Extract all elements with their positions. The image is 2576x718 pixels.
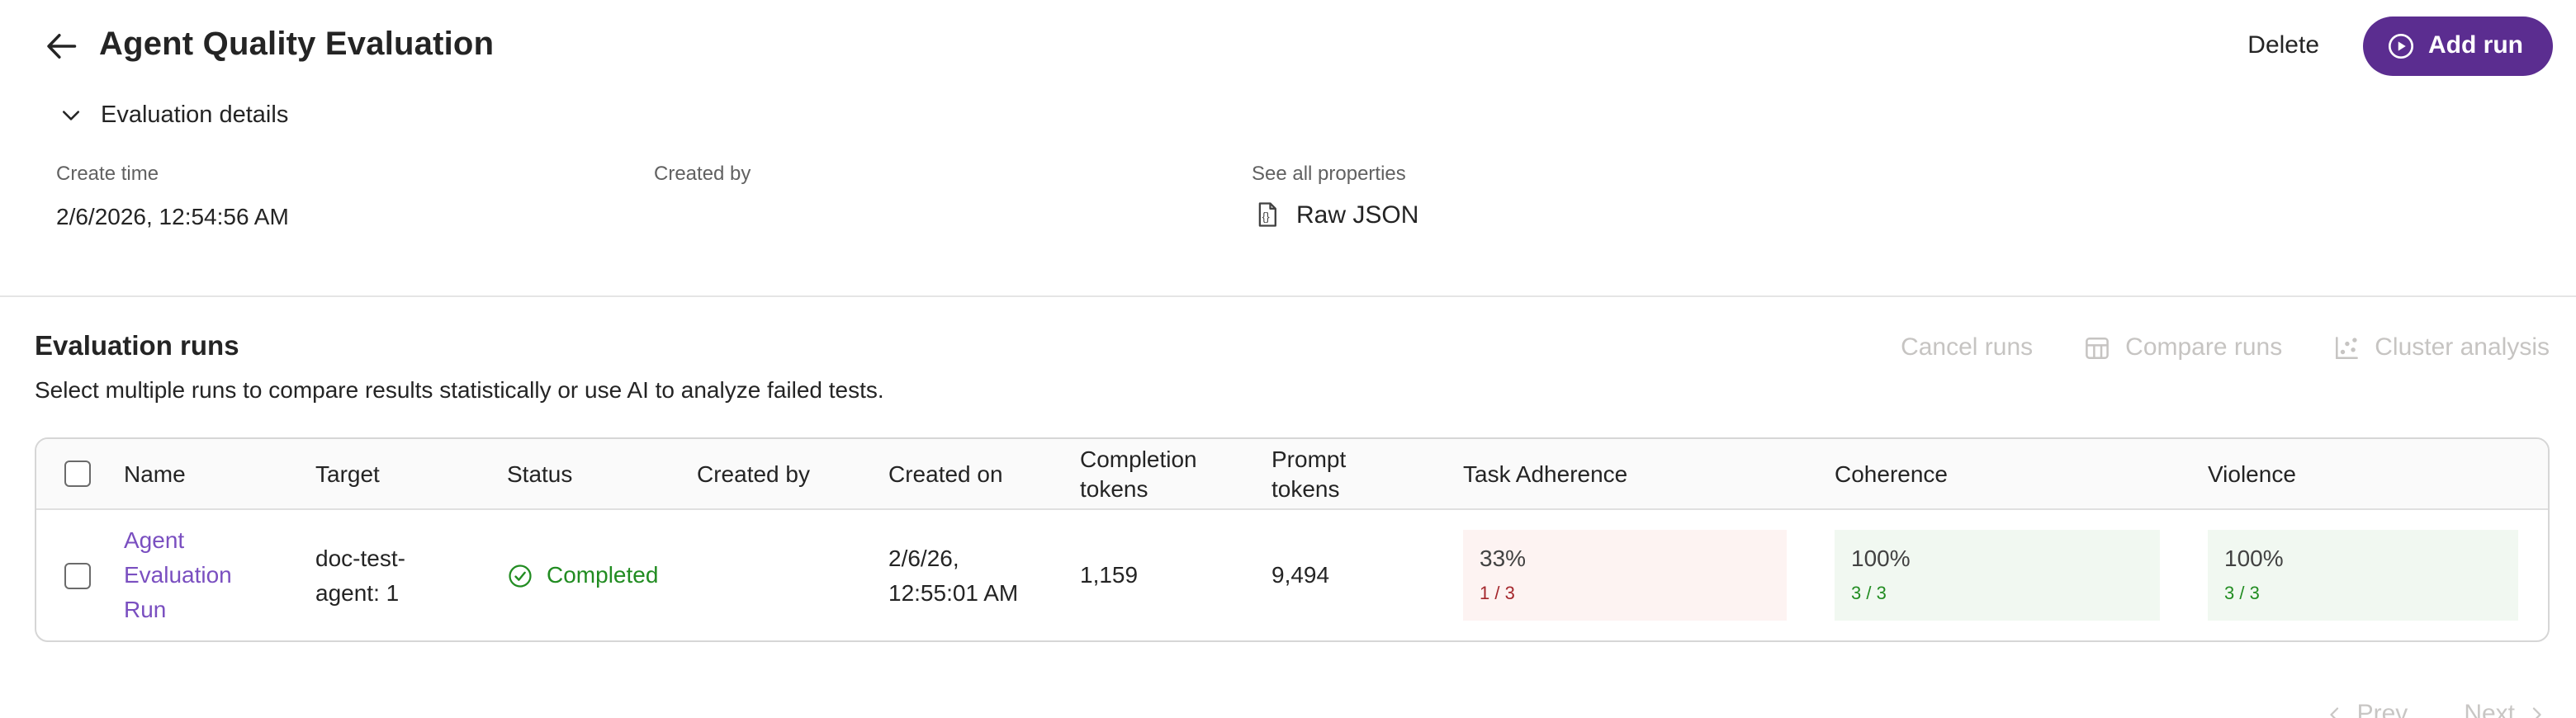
column-header-prompt-tokens[interactable]: Prompt tokens [1271, 445, 1347, 502]
column-header-completion-tokens[interactable]: Completion tokens [1080, 445, 1197, 502]
section-divider [0, 295, 2576, 297]
evaluation-details-label: Evaluation details [101, 102, 289, 129]
field-created-by: Created by [654, 162, 1252, 229]
table-row: Agent Evaluation Run doc-test-agent: 1 C… [36, 510, 2548, 640]
cell-coherence: 100% 3 / 3 [1835, 530, 2208, 621]
back-button[interactable] [40, 24, 83, 67]
raw-json-label: Raw JSON [1296, 201, 1419, 229]
evaluation-runs-header: Evaluation runs Cancel runs Compare runs… [35, 332, 2550, 363]
raw-json-button[interactable]: {} Raw JSON [1252, 200, 1418, 229]
evaluation-runs-subtitle: Select multiple runs to compare results … [35, 376, 884, 403]
prev-page-label: Prev [2356, 700, 2408, 718]
page-title: Agent Quality Evaluation [99, 26, 495, 63]
page-header: Agent Quality Evaluation Delete Add run [0, 0, 2576, 86]
column-header-created-on[interactable]: Created on [888, 460, 1003, 487]
cluster-analysis-button[interactable]: Cluster analysis [2332, 333, 2550, 362]
task-adherence-ratio: 1 / 3 [1480, 584, 1515, 605]
status-badge: Completed [507, 558, 677, 593]
column-header-status[interactable]: Status [507, 460, 573, 487]
select-all-cell [36, 461, 124, 487]
target-value: doc-test-agent: 1 [315, 544, 405, 605]
field-create-time: Create time 2/6/2026, 12:54:56 AM [56, 162, 654, 229]
runs-table-header-row: Name Target Status Created by Created on… [36, 439, 2548, 510]
cell-name: Agent Evaluation Run [124, 523, 315, 627]
run-name-link[interactable]: Agent Evaluation Run [124, 527, 232, 622]
cell-target: doc-test-agent: 1 [315, 541, 507, 610]
chevron-left-icon [2326, 704, 2346, 718]
task-adherence-percent: 33% [1480, 545, 1527, 572]
runs-toolbar: Cancel runs Compare runs Cluster analysi… [1901, 333, 2550, 362]
violence-percent: 100% [2224, 545, 2284, 572]
evaluation-runs-section: Evaluation runs Cancel runs Compare runs… [0, 332, 2576, 642]
violence-metric: 100% 3 / 3 [2208, 530, 2518, 621]
add-run-label: Add run [2428, 31, 2523, 59]
field-see-all-properties: See all properties {} Raw JSON [1252, 162, 1418, 229]
cell-prompt-tokens: 9,494 [1271, 561, 1330, 588]
row-select-cell [36, 562, 124, 588]
status-label: Completed [547, 561, 659, 588]
see-all-properties-label: See all properties [1252, 162, 1406, 185]
runs-table: Name Target Status Created by Created on… [35, 437, 2550, 642]
create-time-label: Create time [56, 162, 159, 185]
arrow-left-icon [43, 27, 79, 64]
coherence-ratio: 3 / 3 [1851, 584, 1887, 605]
cell-status: Completed [507, 558, 697, 593]
evaluation-runs-title: Evaluation runs [35, 332, 239, 361]
cluster-analysis-label: Cluster analysis [2375, 333, 2550, 361]
select-all-checkbox[interactable] [64, 461, 91, 487]
column-header-target[interactable]: Target [315, 460, 380, 487]
evaluation-details-toggle[interactable]: Evaluation details [59, 102, 288, 129]
add-run-button[interactable]: Add run [2362, 16, 2553, 75]
task-adherence-metric: 33% 1 / 3 [1463, 530, 1787, 621]
chevron-right-icon [2526, 704, 2546, 718]
coherence-metric: 100% 3 / 3 [1835, 530, 2160, 621]
next-page-label: Next [2464, 700, 2515, 718]
created-on-value: 2/6/26, 12:55:01 AM [888, 544, 1019, 605]
violence-ratio: 3 / 3 [2224, 584, 2260, 605]
next-page-button[interactable]: Next [2464, 700, 2546, 718]
json-document-icon: {} [1252, 200, 1281, 229]
column-header-created-by[interactable]: Created by [697, 460, 810, 487]
created-by-label: Created by [654, 162, 751, 185]
chevron-down-icon [59, 104, 83, 127]
compare-runs-label: Compare runs [2125, 333, 2283, 361]
compare-runs-button[interactable]: Compare runs [2082, 333, 2282, 362]
cell-task-adherence: 33% 1 / 3 [1463, 530, 1835, 621]
column-header-violence[interactable]: Violence [2208, 460, 2296, 487]
cell-created-on: 2/6/26, 12:55:01 AM [888, 541, 1080, 610]
check-circle-icon [507, 562, 533, 588]
column-header-coherence[interactable]: Coherence [1835, 460, 1948, 487]
evaluation-details-section: Evaluation details Create time 2/6/2026,… [0, 102, 2576, 229]
play-circle-icon [2385, 31, 2415, 60]
create-time-value: 2/6/2026, 12:54:56 AM [56, 203, 289, 229]
column-header-task-adherence[interactable]: Task Adherence [1463, 460, 1628, 487]
cancel-runs-label: Cancel runs [1901, 333, 2034, 361]
prev-page-button[interactable]: Prev [2326, 700, 2408, 718]
cell-completion-tokens: 1,159 [1080, 561, 1139, 588]
scatter-chart-icon [2332, 333, 2361, 362]
coherence-percent: 100% [1851, 545, 1911, 572]
cell-violence: 100% 3 / 3 [2208, 530, 2548, 621]
column-header-name[interactable]: Name [124, 460, 186, 487]
delete-button[interactable]: Delete [2247, 31, 2319, 59]
table-icon [2082, 333, 2112, 362]
cancel-runs-button[interactable]: Cancel runs [1901, 333, 2033, 361]
pagination: Prev Next [2326, 700, 2546, 718]
row-checkbox[interactable] [64, 562, 91, 588]
details-fields: Create time 2/6/2026, 12:54:56 AM Create… [56, 162, 2536, 229]
svg-text:{}: {} [1262, 210, 1271, 223]
